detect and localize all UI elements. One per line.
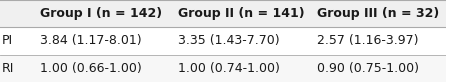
- Text: 1.00 (0.66-1.00): 1.00 (0.66-1.00): [40, 62, 142, 75]
- Bar: [0, 55, 445, 82]
- Bar: [0, 0, 445, 27]
- Text: 2.57 (1.16-3.97): 2.57 (1.16-3.97): [316, 35, 417, 47]
- Bar: [0, 27, 445, 55]
- Text: 0.90 (0.75-1.00): 0.90 (0.75-1.00): [316, 62, 418, 75]
- Text: 3.35 (1.43-7.70): 3.35 (1.43-7.70): [178, 35, 280, 47]
- Text: Group II (n = 141): Group II (n = 141): [178, 7, 304, 20]
- Text: 3.84 (1.17-8.01): 3.84 (1.17-8.01): [40, 35, 142, 47]
- Text: PI: PI: [2, 35, 13, 47]
- Text: Group I (n = 142): Group I (n = 142): [40, 7, 162, 20]
- Text: Group III (n = 32): Group III (n = 32): [316, 7, 438, 20]
- Text: RI: RI: [2, 62, 14, 75]
- Text: 1.00 (0.74-1.00): 1.00 (0.74-1.00): [178, 62, 280, 75]
